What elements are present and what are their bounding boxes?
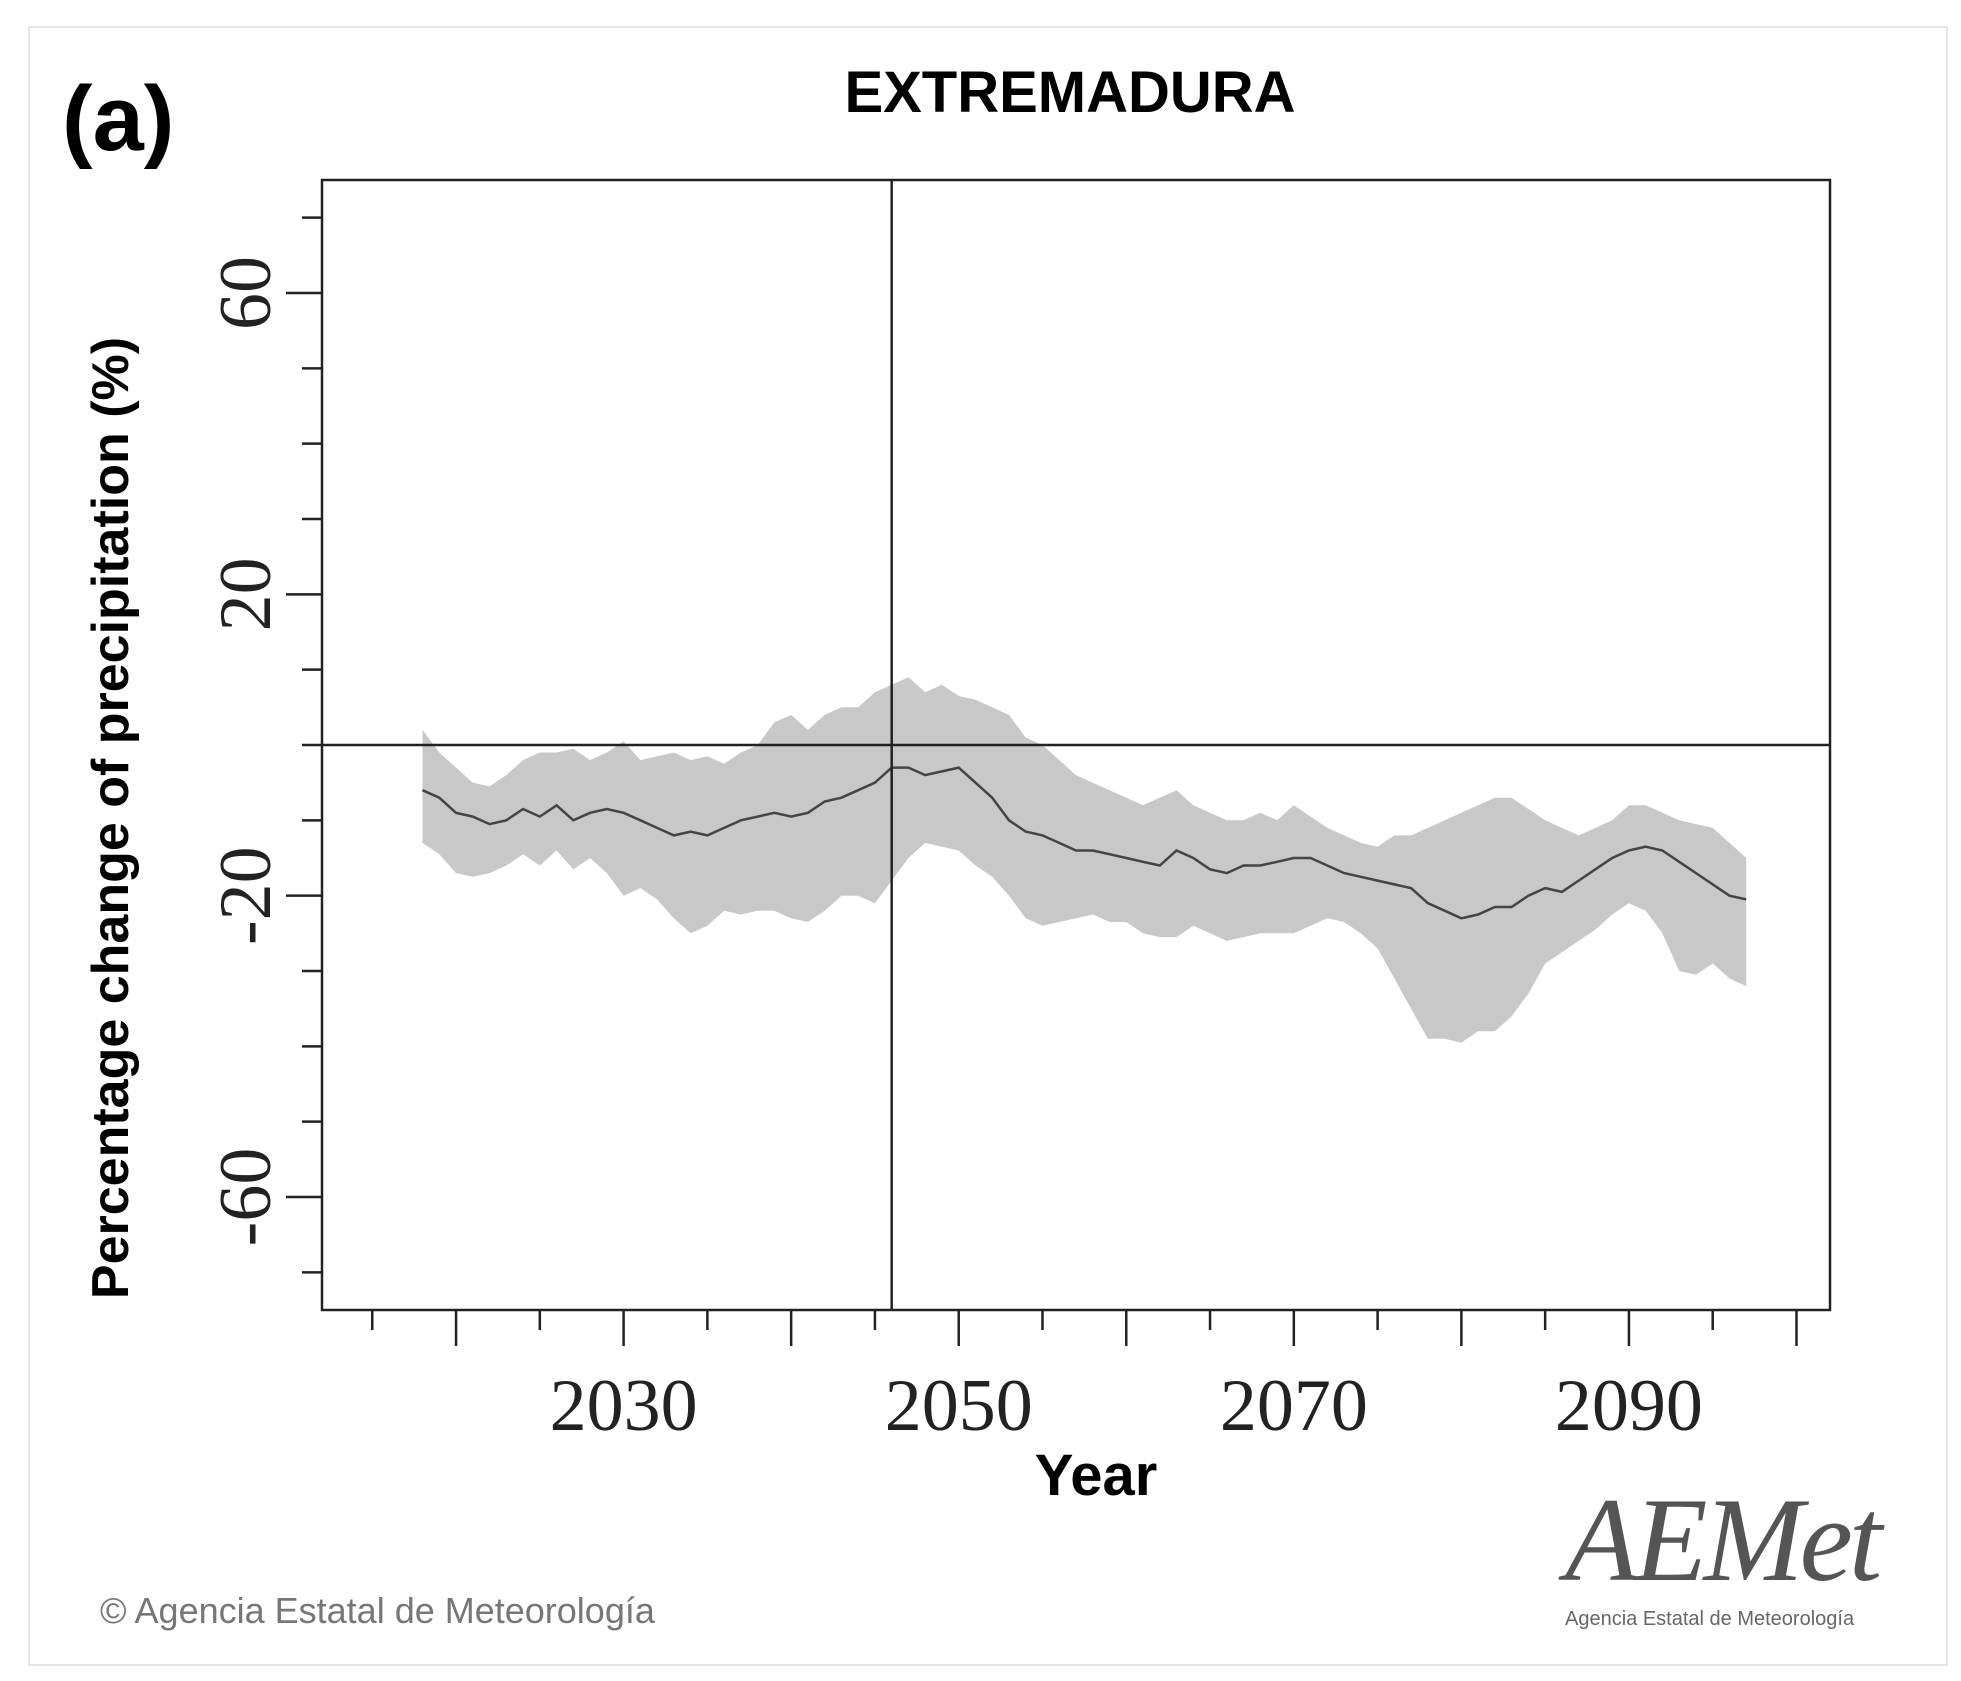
y-tick-label--60: -60: [205, 1148, 287, 1247]
chart-title: EXTREMADURA: [844, 60, 1295, 125]
x-axis-label: Year: [1035, 1443, 1158, 1508]
copyright-notice: © Agencia Estatal de Meteorología: [100, 1590, 656, 1631]
x-tick-label-2090: 2090: [1555, 1365, 1703, 1447]
logo-subtext: Agencia Estatal de Meteorología: [1565, 1608, 1855, 1630]
x-tick-label-2070: 2070: [1220, 1365, 1368, 1447]
y-tick-label--20: -20: [205, 846, 287, 945]
y-tick-label-20: 20: [205, 557, 287, 631]
panel-label: (a): [62, 68, 174, 170]
aemet-logo: AEMet Agencia Estatal de Meteorología: [1558, 1473, 1889, 1630]
uncertainty-band: [422, 677, 1747, 1043]
x-tick-label-2050: 2050: [885, 1365, 1033, 1447]
y-axis-label: Percentage change of precipitation (%): [82, 337, 140, 1299]
plot-area: 60 20 -20 -60 2030 2050 2070 2090: [205, 178, 1832, 1447]
y-tick-label-60: 60: [205, 256, 287, 330]
logo-text: AEMet: [1558, 1473, 1885, 1606]
copyright-text: © Agencia Estatal de Meteorología: [100, 1590, 656, 1631]
mean-line: [421, 766, 1747, 920]
x-tick-label-2030: 2030: [550, 1365, 698, 1447]
